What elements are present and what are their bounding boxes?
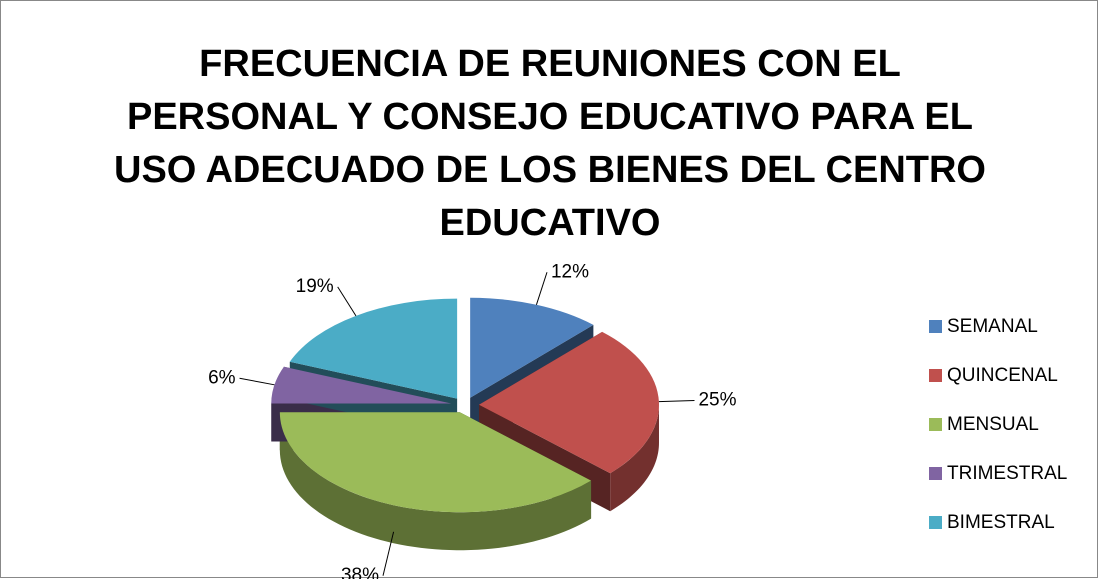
legend-label: TRIMESTRAL	[947, 463, 1067, 484]
leader-line	[535, 272, 548, 305]
pie-slice	[289, 298, 458, 399]
pie-slice	[470, 297, 594, 398]
data-label: 6%	[208, 367, 236, 388]
legend-swatch	[929, 467, 942, 480]
pie-slice-wall	[279, 412, 592, 551]
data-label: 25%	[698, 390, 736, 411]
leader-line	[239, 377, 275, 386]
data-label: 19%	[296, 276, 334, 297]
legend-swatch	[929, 418, 942, 431]
legend-label: QUINCENAL	[947, 365, 1058, 386]
pie-slice	[279, 412, 592, 513]
pie-slice	[271, 366, 452, 404]
legend-swatch	[929, 320, 942, 333]
data-label: 12%	[551, 261, 589, 282]
legend-swatch	[929, 369, 942, 382]
chart-title: FRECUENCIA DE REUNIONES CON EL PERSONAL …	[114, 43, 986, 244]
leader-line	[658, 400, 695, 403]
legend-label: SEMANAL	[947, 316, 1038, 337]
leader-line	[382, 531, 395, 576]
pie-slice	[478, 331, 659, 474]
legend-swatch	[929, 516, 942, 529]
legend-label: BIMESTRAL	[947, 512, 1055, 533]
pie-slice-wall	[610, 404, 659, 512]
legend-label: MENSUAL	[947, 414, 1039, 435]
data-label: 38%	[341, 565, 379, 579]
leader-line	[337, 286, 357, 317]
